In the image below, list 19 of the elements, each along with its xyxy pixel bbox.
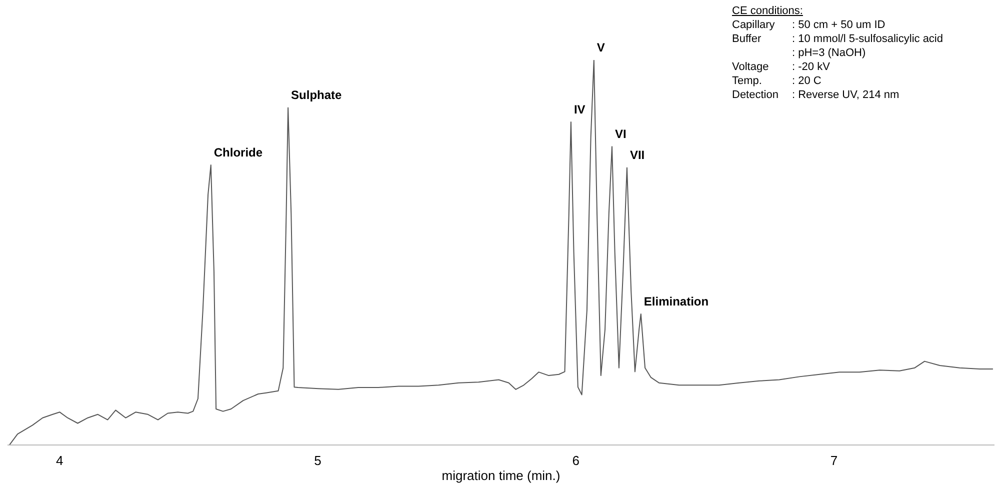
x-tick-label: 6	[572, 453, 580, 468]
x-tick-label: 5	[314, 453, 322, 468]
text: Voltage : -20 kV	[732, 61, 830, 73]
x-axis-title: migration time (min.)	[442, 468, 560, 483]
annotation: VII	[630, 148, 645, 162]
x-tick-label: 4	[56, 453, 64, 468]
annotation: Chloride	[214, 145, 263, 160]
annotation: IV	[574, 102, 586, 116]
text: Detection : Reverse UV, 214 nm	[732, 89, 900, 101]
text: Temp. : 20 C	[732, 75, 822, 87]
annotation: VI	[614, 126, 626, 141]
annotation: V	[596, 40, 605, 54]
annotation: Sulphate	[291, 88, 342, 102]
text: CE conditions:	[732, 4, 804, 18]
annotation: Elimination	[644, 294, 709, 308]
text: Buffer : 10 mmol/l 5-sulfosalicylic acid	[732, 33, 943, 45]
text: : pH=3 (NaOH)	[792, 46, 866, 60]
text: Capillary : 50 cm + 50 um ID	[732, 19, 886, 31]
x-tick-label: 7	[830, 453, 838, 468]
